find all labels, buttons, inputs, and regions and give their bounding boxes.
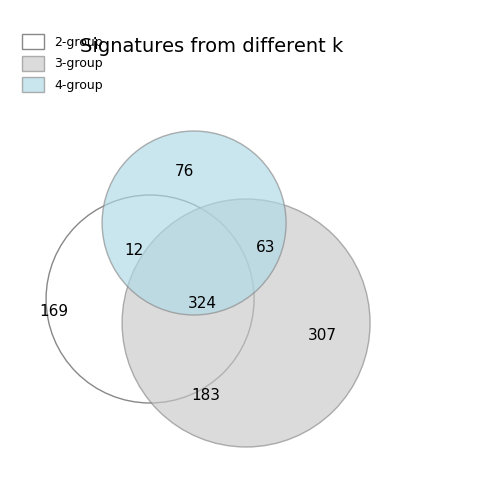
Title: Signatures from different k: Signatures from different k	[80, 37, 343, 56]
Text: 183: 183	[192, 388, 221, 403]
Text: 12: 12	[124, 243, 144, 259]
Text: 169: 169	[39, 303, 69, 319]
Circle shape	[102, 131, 286, 315]
Legend: 2-group, 3-group, 4-group: 2-group, 3-group, 4-group	[17, 29, 108, 97]
Text: 307: 307	[307, 328, 337, 343]
Text: 76: 76	[175, 163, 194, 178]
Text: 324: 324	[187, 295, 217, 310]
Circle shape	[122, 199, 370, 447]
Text: 63: 63	[257, 239, 276, 255]
